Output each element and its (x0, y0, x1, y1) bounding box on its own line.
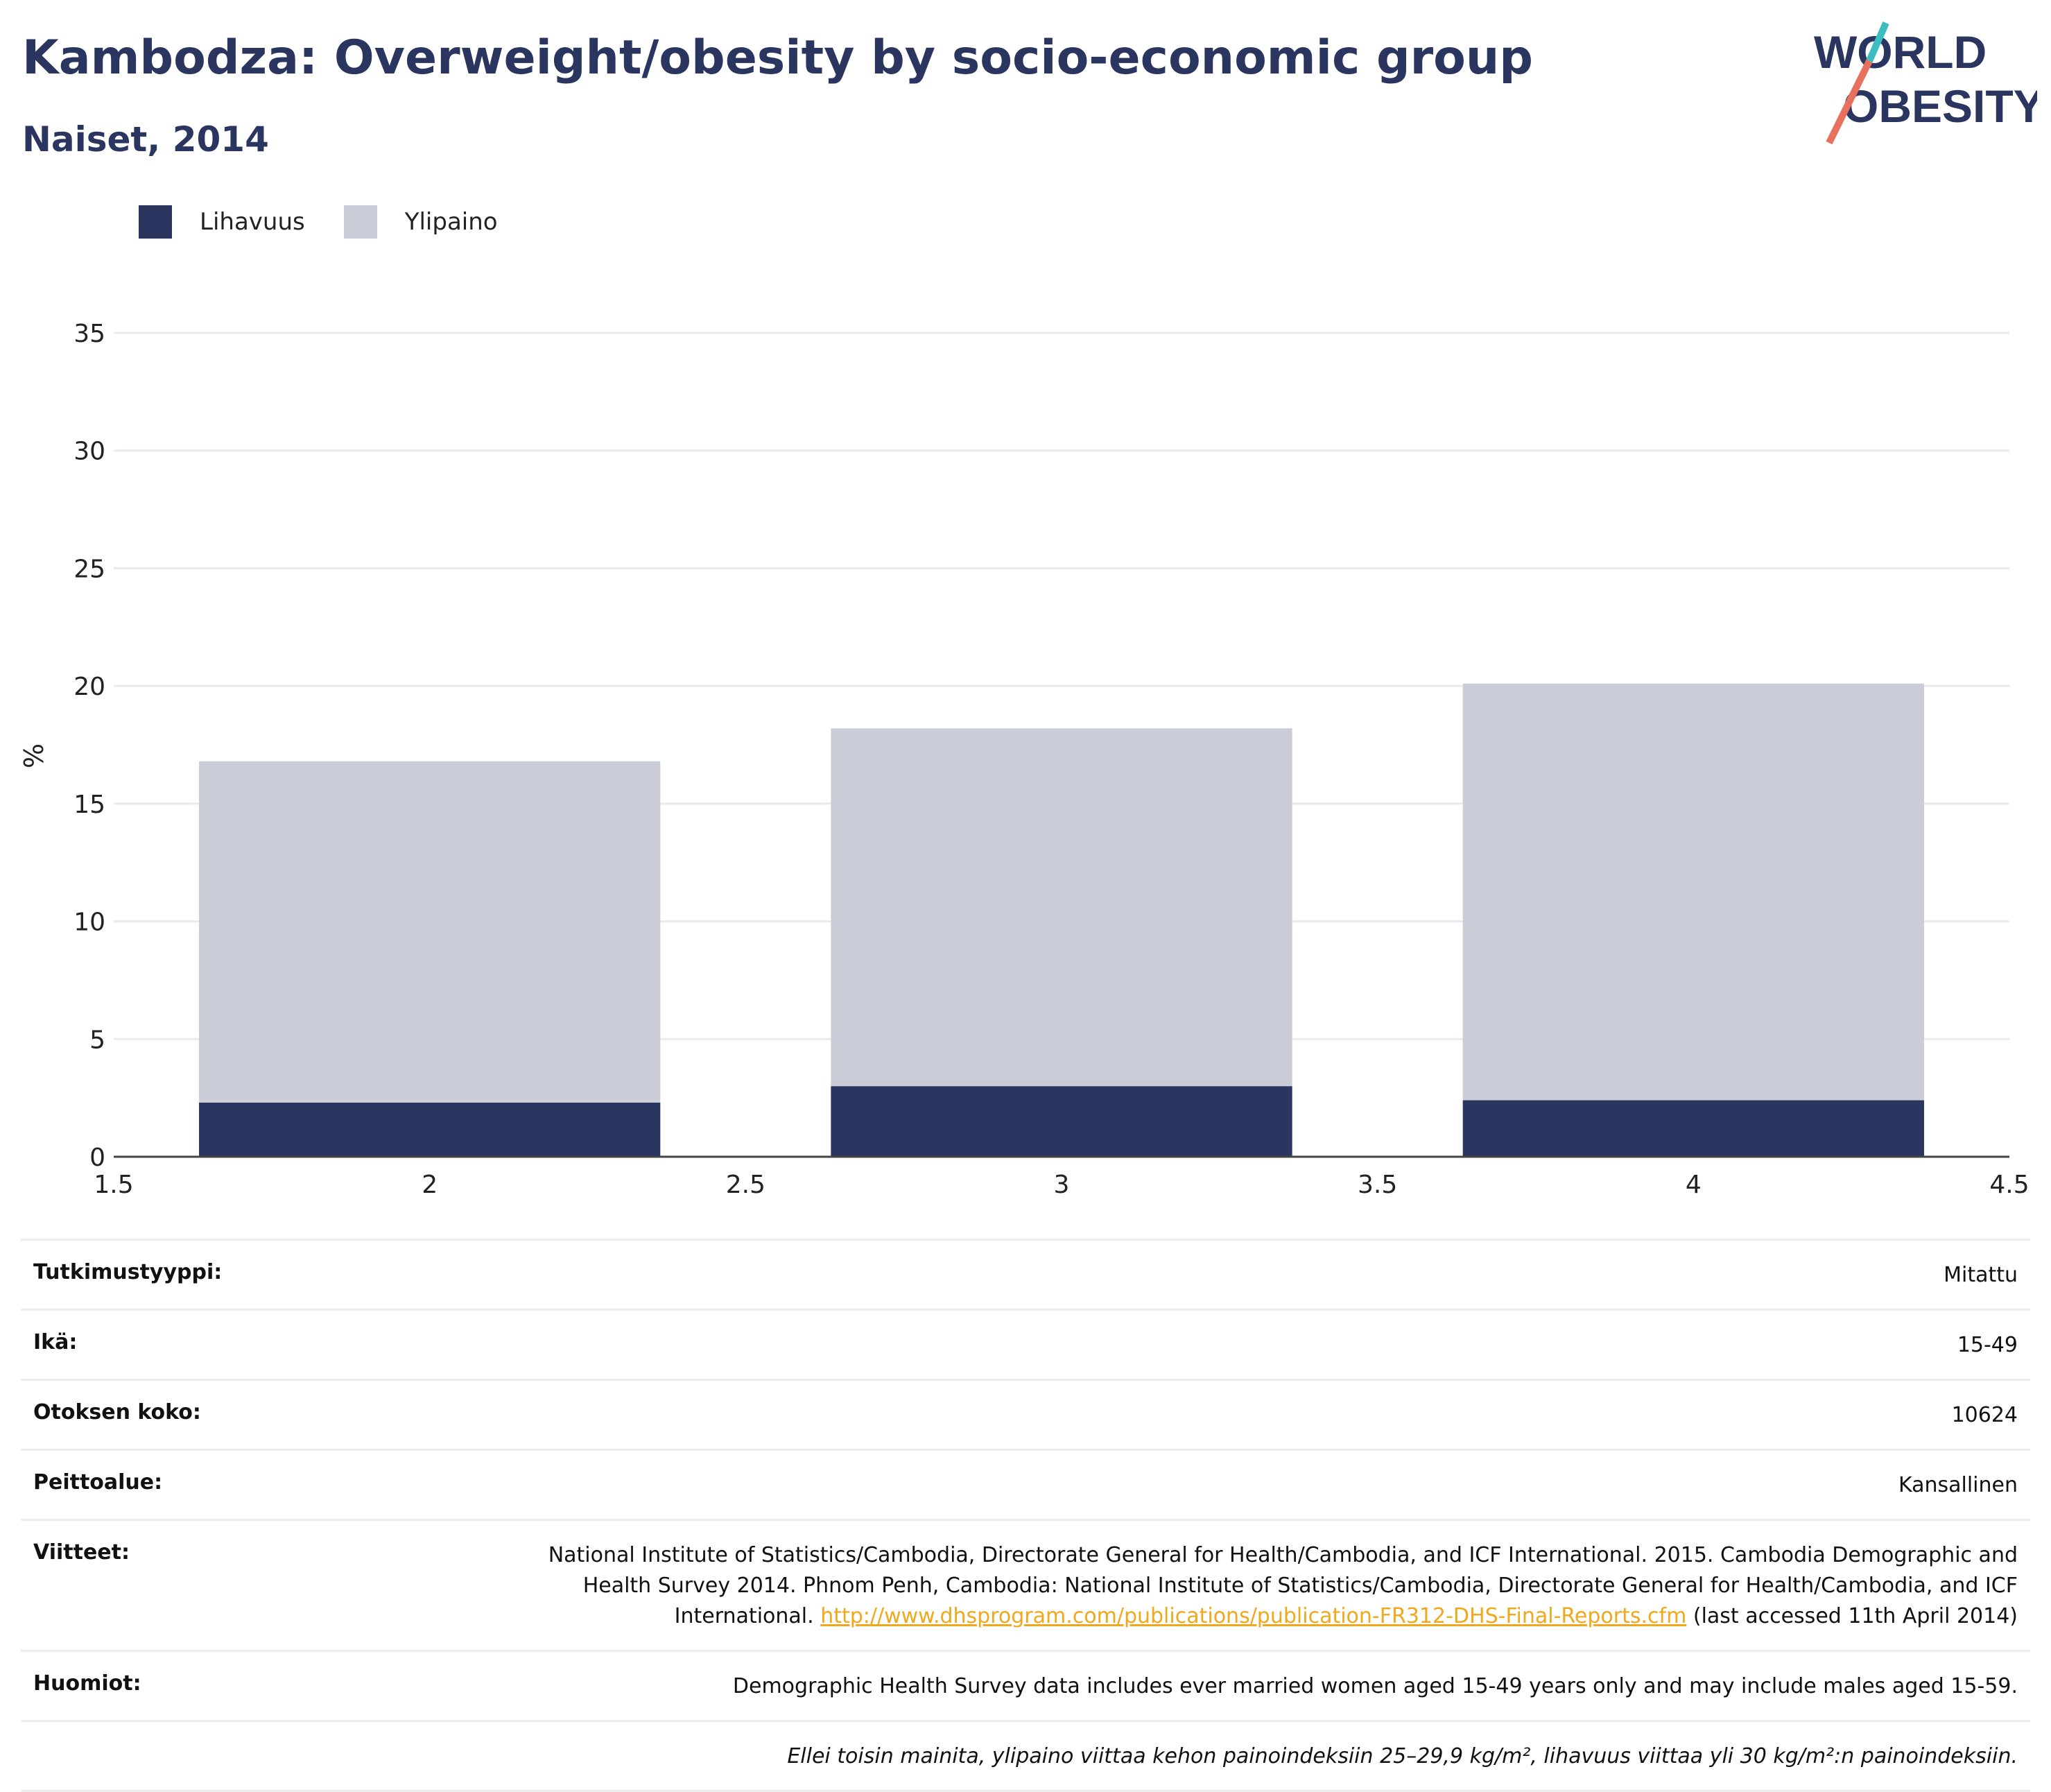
meta-value: 15-49 (462, 1309, 2030, 1380)
x-tick-label: 3.5 (1358, 1171, 1397, 1199)
y-tick-label: 15 (73, 791, 105, 819)
metadata-table: Tutkimustyyppi: Mitattu Ikä: 15-49 Otoks… (21, 1239, 2030, 1792)
meta-label: Huomiot: (21, 1650, 462, 1721)
meta-row-sample: Otoksen koko: 10624 (21, 1379, 2030, 1450)
axes: 0 5 10 15 20 25 30 35 1.5 2 2.5 3 3.5 4 4.5 (73, 320, 2029, 1199)
legend-swatch-overweight (343, 205, 377, 239)
bar-overweight-3 (831, 728, 1292, 1087)
chart-title: Kambodza: Overweight/obesity by socio-ec… (22, 31, 1533, 85)
x-tick-label: 2 (422, 1171, 438, 1199)
bar-obesity-3 (831, 1086, 1292, 1157)
y-tick-label: 5 (89, 1026, 105, 1054)
y-tick-label: 25 (73, 555, 105, 583)
meta-label: Viitteet: (21, 1519, 462, 1651)
bar-obesity-2 (199, 1102, 661, 1157)
legend-swatch-obesity (139, 205, 172, 239)
meta-value: 10624 (462, 1379, 2030, 1450)
meta-row-notes: Huomiot: Demographic Health Survey data … (21, 1650, 2030, 1721)
references-accessed: (last accessed 11th April 2014) (1693, 1604, 2018, 1628)
y-tick-label: 30 (73, 438, 105, 466)
meta-label-empty (21, 1720, 462, 1792)
legend: Lihavuus Ylipaino (139, 205, 537, 239)
meta-label: Ikä: (21, 1309, 462, 1380)
legend-item-overweight[interactable]: Ylipaino (343, 205, 498, 239)
x-tick-label: 3 (1054, 1171, 1070, 1199)
meta-value: Mitattu (462, 1239, 2030, 1310)
meta-row-age: Ikä: 15-49 (21, 1309, 2030, 1380)
x-tick-label: 4.5 (1989, 1171, 2029, 1199)
references-link[interactable]: http://www.dhsprogram.com/publications/p… (820, 1604, 1687, 1628)
y-tick-label: 35 (73, 320, 105, 348)
meta-label: Otoksen koko: (21, 1379, 462, 1450)
references-text: National Institute of Statistics/Cambodi… (548, 1543, 2018, 1628)
logo-line-2: OBESITY (1843, 80, 2037, 132)
bar-overweight-2 (199, 761, 661, 1103)
meta-label: Tutkimustyyppi: (21, 1239, 462, 1310)
x-tick-label: 2.5 (726, 1171, 765, 1199)
meta-label: Peittoalue: (21, 1449, 462, 1520)
meta-row-footnote: Ellei toisin mainita, ylipaino viittaa k… (21, 1720, 2030, 1792)
logo-line-1: WORLD (1814, 26, 1987, 78)
y-tick-label: 0 (89, 1144, 105, 1172)
bar-obesity-4 (1462, 1100, 1924, 1157)
logo-slash-coral (1826, 59, 1873, 145)
x-tick-label: 1.5 (94, 1171, 133, 1199)
meta-value: Demographic Health Survey data includes … (462, 1650, 2030, 1721)
bar-chart: 0 5 10 15 20 25 30 35 1.5 2 2.5 3 3.5 4 4.5 % (19, 320, 2030, 1199)
bar-overweight-4 (1462, 683, 1924, 1101)
logo-slash-teal (1866, 21, 1889, 62)
chart-subtitle: Naiset, 2014 (22, 119, 269, 160)
x-tick-label: 4 (1686, 1171, 1702, 1199)
world-obesity-logo: WORLD OBESITY (1814, 21, 2037, 145)
y-tick-label: 20 (73, 673, 105, 701)
meta-value: Kansallinen (462, 1449, 2030, 1520)
meta-row-coverage: Peittoalue: Kansallinen (21, 1449, 2030, 1520)
y-tick-label: 10 (73, 908, 105, 937)
bars (199, 683, 1924, 1157)
meta-row-references: Viitteet: National Institute of Statisti… (21, 1519, 2030, 1651)
legend-item-obesity[interactable]: Lihavuus (139, 205, 305, 239)
meta-row-study-type: Tutkimustyyppi: Mitattu (21, 1239, 2030, 1310)
footnote: Ellei toisin mainita, ylipaino viittaa k… (462, 1720, 2030, 1792)
legend-label-obesity: Lihavuus (200, 208, 305, 236)
legend-label-overweight: Ylipaino (404, 208, 498, 236)
meta-value-references: National Institute of Statistics/Cambodi… (462, 1519, 2030, 1651)
y-axis-label: % (19, 743, 49, 768)
